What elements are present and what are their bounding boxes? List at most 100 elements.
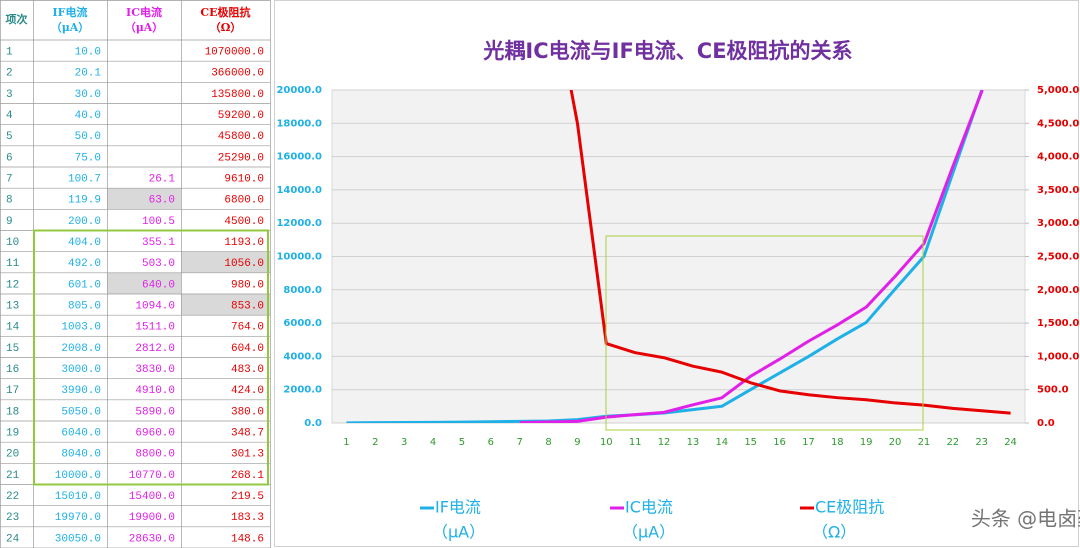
shaded-cell	[181, 251, 270, 273]
shaded-cell	[107, 188, 181, 210]
x-tick-label: 3	[401, 437, 407, 448]
table-cell: 183.3	[231, 512, 264, 524]
table-cell: 10.0	[75, 46, 101, 58]
table-cell: 1003.0	[61, 322, 101, 334]
y-tick-label: 16000.0	[276, 152, 322, 163]
y-tick-label: 8000.0	[283, 285, 322, 296]
table-cell: 1511.0	[135, 322, 175, 334]
table-cell: 3000.0	[61, 364, 101, 376]
table-cell: 355.1	[142, 237, 175, 249]
table-cell: 366000.0	[211, 68, 264, 80]
table-cell: 3	[6, 89, 13, 101]
table-cell: 10000.0	[55, 470, 101, 482]
table-cell: 5890.0	[135, 406, 175, 418]
series-line	[346, 90, 984, 423]
x-tick-label: 9	[574, 437, 580, 448]
y-tick-label: 18000.0	[276, 118, 322, 129]
x-tick-label: 4	[430, 437, 436, 448]
table-cell: 15010.0	[55, 491, 101, 503]
table-cell: 424.0	[231, 385, 264, 397]
y-tick-label: 20000.0	[276, 85, 322, 96]
x-tick-label: 14	[715, 437, 728, 448]
table-cell: 604.0	[231, 343, 264, 355]
y-tick-label: 2000.0	[283, 385, 322, 396]
x-tick-label: 18	[831, 437, 844, 448]
y-tick-label: 10000.0	[276, 252, 322, 263]
table-cell: 6800.0	[224, 195, 264, 207]
x-tick-label: 21	[918, 437, 931, 448]
table-cell: 13	[6, 300, 19, 312]
table-cell: 23	[6, 512, 19, 524]
y-tick-label: 12000.0	[276, 218, 322, 229]
table-cell: 119.9	[68, 195, 101, 207]
legend-label: CE极阻抗	[815, 498, 884, 517]
highlight-box	[33, 229, 269, 486]
table-cell: 348.7	[231, 427, 264, 439]
table-cell: 492.0	[68, 258, 101, 270]
table-cell: 25290.0	[218, 152, 264, 164]
table-cell: 6960.0	[135, 427, 175, 439]
x-tick-label: 22	[946, 437, 959, 448]
table-cell: 28630.0	[129, 533, 175, 545]
y2-tick-label: 3,500.0	[1037, 185, 1079, 196]
table-cell: 30050.0	[55, 533, 101, 545]
chart-title: 光耦IC电流与IF电流、CE极阻抗的关系	[482, 39, 852, 63]
header-cell: （μA）	[125, 21, 164, 34]
x-tick-label: 1	[343, 437, 349, 448]
table-cell: 20	[6, 449, 19, 461]
table-cell: 8	[6, 195, 13, 207]
table-cell: 9	[6, 216, 13, 228]
y-tick-label: 0.0	[304, 418, 322, 429]
table-cell: 10770.0	[129, 470, 175, 482]
table-cell: 100.5	[142, 216, 175, 228]
x-tick-label: 11	[629, 437, 642, 448]
series-line	[519, 90, 984, 423]
watermark: 头条 @电卤药丸	[971, 507, 1080, 531]
header-cell: （Ω）	[210, 21, 242, 34]
table-cell: 4	[6, 110, 13, 122]
table-cell: 19970.0	[55, 512, 101, 524]
x-tick-label: 2	[372, 437, 378, 448]
data-table: 项次 IF电流 （μA） IC电流 （μA） CE极阻抗 （Ω） 1 10.0 1070000.0…	[0, 0, 271, 548]
table-cell: 980.0	[231, 279, 264, 291]
table-cell: 5050.0	[61, 406, 101, 418]
table-cell: 19900.0	[129, 512, 175, 524]
table-cell: 50.0	[75, 131, 101, 143]
table-cell: 601.0	[68, 279, 101, 291]
y2-tick-label: 2,000.0	[1037, 285, 1079, 296]
table-cell: 219.5	[231, 491, 264, 503]
table-cell: 380.0	[231, 406, 264, 418]
legend-label: IF电流	[435, 498, 481, 517]
table-cell: 640.0	[142, 279, 175, 291]
table-cell: 40.0	[75, 110, 101, 122]
table-cell: 75.0	[75, 152, 101, 164]
x-tick-label: 6	[488, 437, 494, 448]
y2-tick-label: 3,000.0	[1037, 218, 1079, 229]
x-tick-label: 20	[889, 437, 902, 448]
table-cell: 100.7	[68, 173, 101, 185]
x-tick-label: 12	[658, 437, 671, 448]
table-cell: 1094.0	[135, 300, 175, 312]
x-tick-label: 10	[600, 437, 613, 448]
table-cell: 8040.0	[61, 449, 101, 461]
table-cell: 404.0	[68, 237, 101, 249]
table-cell: 4910.0	[135, 385, 175, 397]
table-cell: 30.0	[75, 89, 101, 101]
x-tick-label: 5	[459, 437, 465, 448]
x-tick-label: 8	[545, 437, 551, 448]
table-cell: 24	[6, 533, 20, 545]
x-tick-label: 16	[773, 437, 786, 448]
table-cell: 20.1	[75, 68, 102, 80]
x-tick-label: 23	[975, 437, 988, 448]
table-cell: 7	[6, 173, 13, 185]
legend-label: IC电流	[625, 498, 673, 517]
table-cell: 9610.0	[224, 173, 264, 185]
table-cell: 17	[6, 385, 19, 397]
table-cell: 6040.0	[61, 427, 101, 439]
header-cell: IC电流	[126, 5, 162, 19]
y-tick-label: 6000.0	[283, 318, 322, 329]
x-tick-label: 13	[687, 437, 700, 448]
table-cell: 2812.0	[135, 343, 175, 355]
x-tick-label: 19	[860, 437, 873, 448]
